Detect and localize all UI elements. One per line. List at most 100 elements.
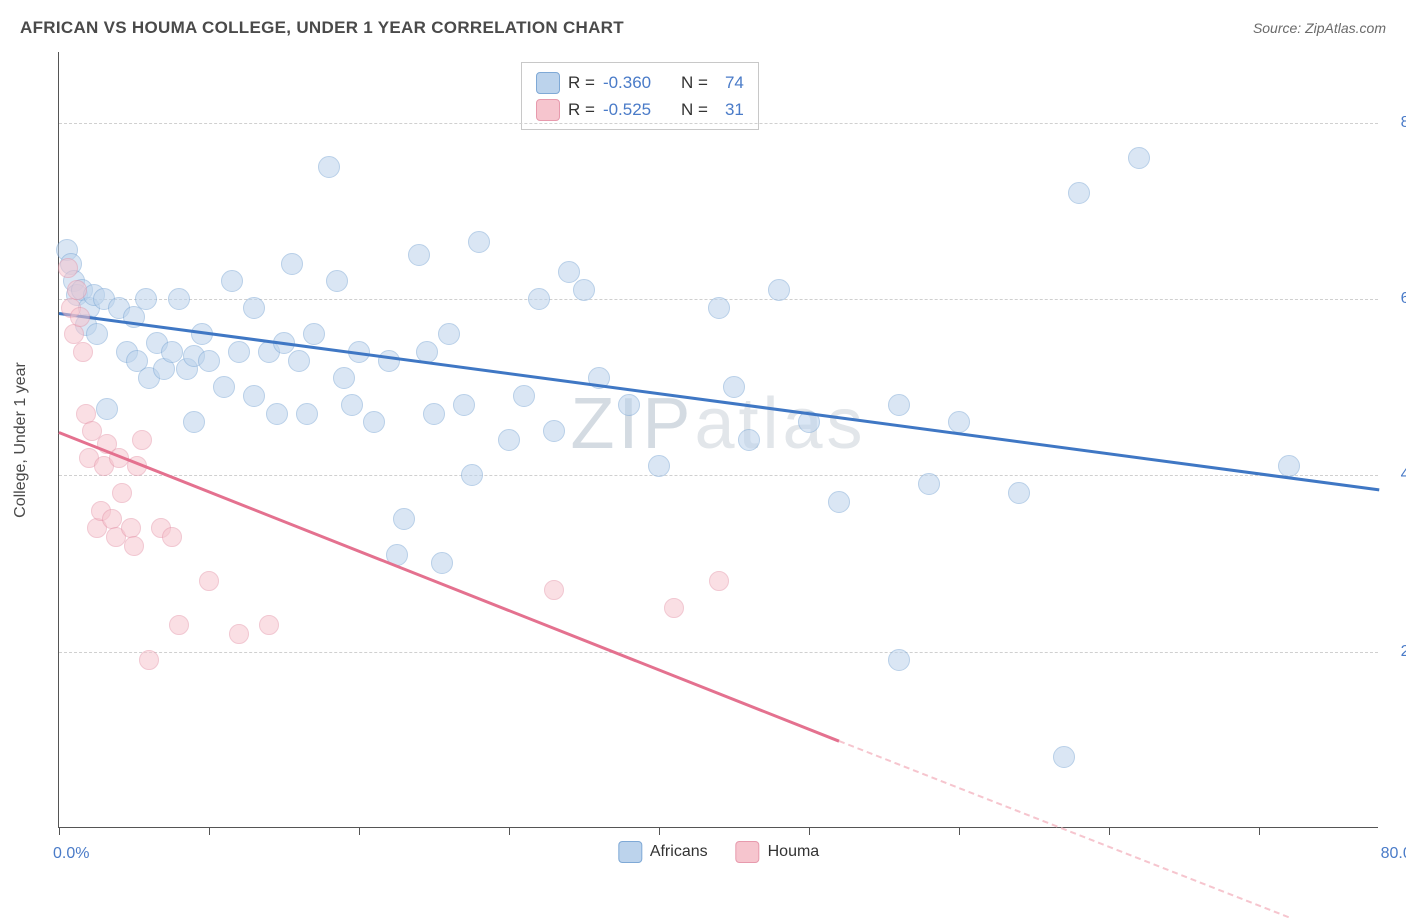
- scatter-point: [333, 367, 355, 389]
- scatter-point: [1053, 746, 1075, 768]
- x-axis-min-label: 0.0%: [53, 845, 89, 863]
- scatter-point: [70, 307, 90, 327]
- scatter-point: [888, 394, 910, 416]
- scatter-point: [918, 473, 940, 495]
- y-tick-label: 60.0%: [1401, 290, 1406, 308]
- gridline: [59, 475, 1378, 476]
- scatter-point: [498, 429, 520, 451]
- title-bar: AFRICAN VS HOUMA COLLEGE, UNDER 1 YEAR C…: [20, 18, 1386, 38]
- scatter-point: [363, 411, 385, 433]
- watermark: ZIPatlas: [570, 383, 866, 465]
- scatter-point: [393, 508, 415, 530]
- scatter-point: [738, 429, 760, 451]
- scatter-point: [73, 342, 93, 362]
- scatter-point: [86, 323, 108, 345]
- scatter-point: [723, 376, 745, 398]
- scatter-point: [132, 430, 152, 450]
- scatter-point: [573, 279, 595, 301]
- y-tick-label: 80.0%: [1401, 114, 1406, 132]
- x-tick: [359, 827, 360, 835]
- scatter-point: [708, 297, 730, 319]
- legend-label: Houma: [768, 843, 820, 861]
- scatter-point: [1278, 455, 1300, 477]
- scatter-point: [221, 270, 243, 292]
- scatter-point: [162, 527, 182, 547]
- scatter-point: [513, 385, 535, 407]
- scatter-point: [378, 350, 400, 372]
- scatter-point: [58, 258, 78, 278]
- scatter-point: [213, 376, 235, 398]
- scatter-point: [228, 341, 250, 363]
- scatter-point: [709, 571, 729, 591]
- scatter-point: [243, 297, 265, 319]
- scatter-point: [259, 615, 279, 635]
- legend-n-label: N =: [681, 96, 708, 123]
- gridline: [59, 652, 1378, 653]
- scatter-point: [828, 491, 850, 513]
- scatter-point: [199, 571, 219, 591]
- scatter-point: [453, 394, 475, 416]
- x-tick: [1259, 827, 1260, 835]
- scatter-point: [431, 552, 453, 574]
- scatter-point: [664, 598, 684, 618]
- scatter-point: [768, 279, 790, 301]
- legend-n-value: 31: [716, 96, 744, 123]
- scatter-point: [303, 323, 325, 345]
- scatter-point: [1068, 182, 1090, 204]
- scatter-point: [96, 398, 118, 420]
- scatter-plot: ZIPatlas College, Under 1 year 0.0% 80.0…: [58, 52, 1378, 828]
- scatter-point: [326, 270, 348, 292]
- x-axis-max-label: 80.0%: [1381, 845, 1406, 863]
- correlation-legend: R = -0.360 N = 74R = -0.525 N = 31: [521, 62, 759, 130]
- legend-n-label: N =: [681, 69, 708, 96]
- scatter-point: [618, 394, 640, 416]
- x-tick: [659, 827, 660, 835]
- scatter-point: [135, 288, 157, 310]
- series-legend: Africans Houma: [618, 841, 819, 863]
- scatter-point: [112, 483, 132, 503]
- scatter-point: [1128, 147, 1150, 169]
- scatter-point: [183, 411, 205, 433]
- y-axis-title: College, Under 1 year: [12, 362, 30, 518]
- legend-swatch: [536, 99, 560, 121]
- scatter-point: [318, 156, 340, 178]
- legend-r-value: -0.525: [603, 96, 665, 123]
- x-tick: [209, 827, 210, 835]
- scatter-point: [168, 288, 190, 310]
- legend-r-value: -0.360: [603, 69, 665, 96]
- x-tick: [509, 827, 510, 835]
- scatter-point: [543, 420, 565, 442]
- scatter-point: [408, 244, 430, 266]
- legend-row: R = -0.360 N = 74: [536, 69, 744, 96]
- scatter-point: [528, 288, 550, 310]
- legend-row: R =-0.525N =31: [536, 96, 744, 123]
- scatter-point: [1008, 482, 1030, 504]
- x-tick: [1109, 827, 1110, 835]
- legend-label: Africans: [650, 843, 708, 861]
- scatter-point: [281, 253, 303, 275]
- y-tick-label: 40.0%: [1401, 466, 1406, 484]
- scatter-point: [288, 350, 310, 372]
- legend-swatch: [736, 841, 760, 863]
- scatter-point: [67, 280, 87, 300]
- scatter-point: [266, 403, 288, 425]
- scatter-point: [888, 649, 910, 671]
- scatter-point: [468, 231, 490, 253]
- scatter-point: [948, 411, 970, 433]
- legend-swatch: [536, 72, 560, 94]
- source-label: Source: ZipAtlas.com: [1253, 20, 1386, 36]
- chart-title: AFRICAN VS HOUMA COLLEGE, UNDER 1 YEAR C…: [20, 18, 624, 38]
- scatter-point: [461, 464, 483, 486]
- watermark-suffix: atlas: [694, 384, 866, 464]
- scatter-point: [544, 580, 564, 600]
- legend-r-label: R =: [568, 69, 595, 96]
- scatter-point: [139, 650, 159, 670]
- legend-n-value: 74: [716, 69, 744, 96]
- scatter-point: [423, 403, 445, 425]
- x-tick: [959, 827, 960, 835]
- legend-swatch: [618, 841, 642, 863]
- gridline: [59, 123, 1378, 124]
- y-tick-label: 20.0%: [1401, 643, 1406, 661]
- scatter-point: [198, 350, 220, 372]
- x-tick: [809, 827, 810, 835]
